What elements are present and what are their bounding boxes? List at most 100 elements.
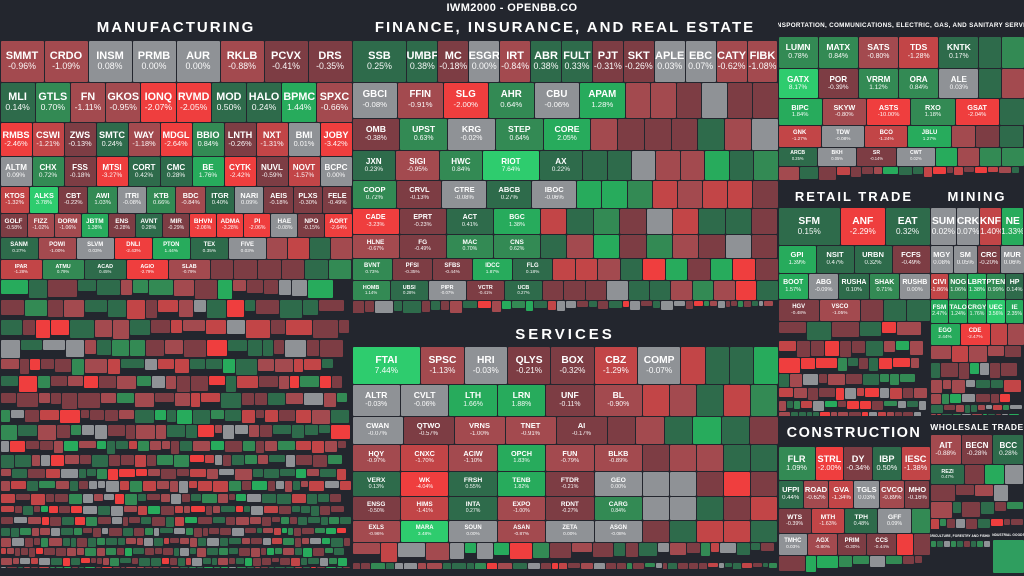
stock-cell-small[interactable] bbox=[778, 412, 791, 416]
stock-cell-comp[interactable]: COMP -0.07% bbox=[637, 346, 681, 384]
stock-cell-small[interactable] bbox=[697, 520, 724, 542]
stock-cell-jbtm[interactable]: JBTM 1.38% bbox=[81, 213, 108, 237]
stock-cell-small[interactable] bbox=[281, 527, 288, 534]
stock-cell-road[interactable]: ROAD -0.62% bbox=[803, 480, 829, 508]
stock-cell-fun[interactable]: FUN -0.79% bbox=[546, 444, 594, 471]
stock-cell-small[interactable] bbox=[668, 562, 678, 569]
stock-cell-sr[interactable]: SR -0.14% bbox=[857, 147, 896, 166]
stock-cell-small[interactable] bbox=[426, 542, 450, 560]
stock-cell-small[interactable] bbox=[662, 562, 668, 569]
stock-cell-small[interactable] bbox=[311, 567, 317, 568]
stock-cell-small[interactable] bbox=[251, 505, 264, 516]
stock-cell-small[interactable] bbox=[146, 455, 157, 466]
stock-cell-iboc[interactable]: IBOC -0.06% bbox=[532, 180, 577, 208]
stock-cell-crc[interactable]: CRC -0.20% bbox=[977, 245, 1000, 273]
stock-cell-small[interactable] bbox=[681, 346, 705, 384]
stock-cell-small[interactable] bbox=[323, 393, 337, 408]
stock-cell-small[interactable] bbox=[201, 493, 217, 504]
stock-cell-spxc[interactable]: SPXC -0.66% bbox=[317, 82, 352, 122]
stock-cell-small[interactable] bbox=[999, 98, 1024, 125]
stock-cell-small[interactable] bbox=[242, 481, 252, 491]
stock-cell-way[interactable]: WAY -1.18% bbox=[128, 122, 160, 156]
stock-cell-small[interactable] bbox=[17, 425, 37, 436]
stock-cell-box[interactable]: BOX -0.32% bbox=[551, 346, 594, 384]
stock-cell-small[interactable] bbox=[63, 440, 78, 452]
stock-cell-adma[interactable]: ADMA -3.28% bbox=[217, 213, 244, 237]
stock-cell-small[interactable] bbox=[96, 548, 105, 556]
stock-cell-small[interactable] bbox=[224, 440, 242, 452]
stock-cell-smtc[interactable]: SMTC 0.24% bbox=[96, 122, 128, 156]
stock-cell-rusha[interactable]: RUSHA 0.10% bbox=[839, 273, 869, 299]
stock-cell-small[interactable] bbox=[977, 540, 983, 547]
stock-cell-small[interactable] bbox=[134, 527, 145, 537]
stock-cell-small[interactable] bbox=[1001, 36, 1024, 68]
stock-cell-small[interactable] bbox=[930, 404, 944, 414]
stock-cell-small[interactable] bbox=[990, 379, 1003, 389]
stock-cell-small[interactable] bbox=[903, 412, 914, 416]
stock-cell-upst[interactable]: UPST 0.63% bbox=[400, 118, 448, 150]
stock-cell-small[interactable] bbox=[680, 150, 705, 180]
stock-cell-small[interactable] bbox=[887, 412, 894, 416]
stock-cell-small[interactable] bbox=[222, 358, 236, 374]
stock-cell-small[interactable] bbox=[175, 516, 185, 527]
stock-cell-small[interactable] bbox=[900, 374, 915, 382]
stock-cell-small[interactable] bbox=[796, 341, 811, 357]
stock-cell-jxn[interactable]: JXN 0.23% bbox=[352, 150, 396, 180]
stock-cell-small[interactable] bbox=[974, 166, 988, 173]
stock-cell-small[interactable] bbox=[643, 384, 670, 416]
stock-cell-small[interactable] bbox=[243, 505, 251, 512]
stock-cell-small[interactable] bbox=[108, 425, 125, 436]
stock-cell-crdo[interactable]: CRDO -1.09% bbox=[44, 40, 88, 82]
stock-cell-small[interactable] bbox=[0, 548, 6, 555]
stock-cell-small[interactable] bbox=[643, 471, 670, 496]
stock-cell-small[interactable] bbox=[113, 567, 120, 568]
stock-cell-small[interactable] bbox=[125, 425, 135, 440]
stock-cell-small[interactable] bbox=[235, 558, 244, 564]
stock-cell-joby[interactable]: JOBY -3.42% bbox=[320, 122, 352, 156]
stock-cell-cns[interactable]: CNS 0.62% bbox=[493, 234, 541, 258]
stock-cell-small[interactable] bbox=[859, 357, 869, 370]
stock-cell-small[interactable] bbox=[980, 502, 994, 514]
stock-cell-small[interactable] bbox=[201, 393, 220, 402]
stock-cell-small[interactable] bbox=[136, 538, 143, 546]
stock-cell-bpmc[interactable]: BPMC 1.44% bbox=[282, 82, 317, 122]
stock-cell-gatx[interactable]: GATX 8.17% bbox=[778, 68, 818, 98]
stock-cell-small[interactable] bbox=[258, 259, 281, 279]
stock-cell-gpi[interactable]: GPI 1.39% bbox=[778, 245, 816, 273]
stock-cell-chx[interactable]: CHX 0.72% bbox=[32, 156, 64, 186]
stock-cell-small[interactable] bbox=[274, 548, 282, 554]
stock-cell-rklb[interactable]: RKLB -0.88% bbox=[220, 40, 264, 82]
stock-cell-small[interactable] bbox=[337, 527, 347, 533]
stock-cell-small[interactable] bbox=[0, 300, 25, 315]
stock-cell-small[interactable] bbox=[277, 440, 296, 451]
stock-cell-small[interactable] bbox=[670, 384, 697, 416]
stock-cell-small[interactable] bbox=[319, 339, 343, 358]
stock-cell-small[interactable] bbox=[310, 538, 322, 545]
stock-cell-small[interactable] bbox=[0, 538, 12, 548]
stock-cell-geo[interactable]: GEO 0.00% bbox=[594, 471, 643, 496]
stock-cell-small[interactable] bbox=[844, 388, 857, 399]
stock-cell-small[interactable] bbox=[902, 555, 914, 564]
stock-cell-small[interactable] bbox=[185, 425, 198, 438]
stock-cell-small[interactable] bbox=[214, 455, 223, 465]
stock-cell-ens[interactable]: ENS -0.28% bbox=[108, 213, 135, 237]
stock-cell-small[interactable] bbox=[125, 538, 136, 545]
stock-cell-small[interactable] bbox=[276, 481, 284, 489]
stock-cell-small[interactable] bbox=[430, 300, 441, 310]
stock-cell-small[interactable] bbox=[107, 468, 119, 481]
stock-cell-small[interactable] bbox=[153, 567, 160, 568]
stock-cell-small[interactable] bbox=[753, 180, 778, 208]
stock-cell-small[interactable] bbox=[664, 416, 692, 444]
stock-cell-small[interactable] bbox=[879, 357, 892, 369]
stock-cell-small[interactable] bbox=[914, 412, 922, 416]
stock-cell-small[interactable] bbox=[818, 374, 827, 383]
stock-cell-small[interactable] bbox=[197, 516, 212, 525]
stock-cell-small[interactable] bbox=[192, 409, 211, 425]
stock-cell-small[interactable] bbox=[778, 555, 805, 571]
stock-cell-small[interactable] bbox=[699, 234, 725, 258]
stock-cell-small[interactable] bbox=[197, 481, 213, 492]
stock-cell-small[interactable] bbox=[326, 567, 337, 568]
stock-cell-small[interactable] bbox=[279, 409, 296, 422]
stock-cell-small[interactable] bbox=[264, 505, 279, 513]
stock-cell-small[interactable] bbox=[184, 505, 190, 514]
